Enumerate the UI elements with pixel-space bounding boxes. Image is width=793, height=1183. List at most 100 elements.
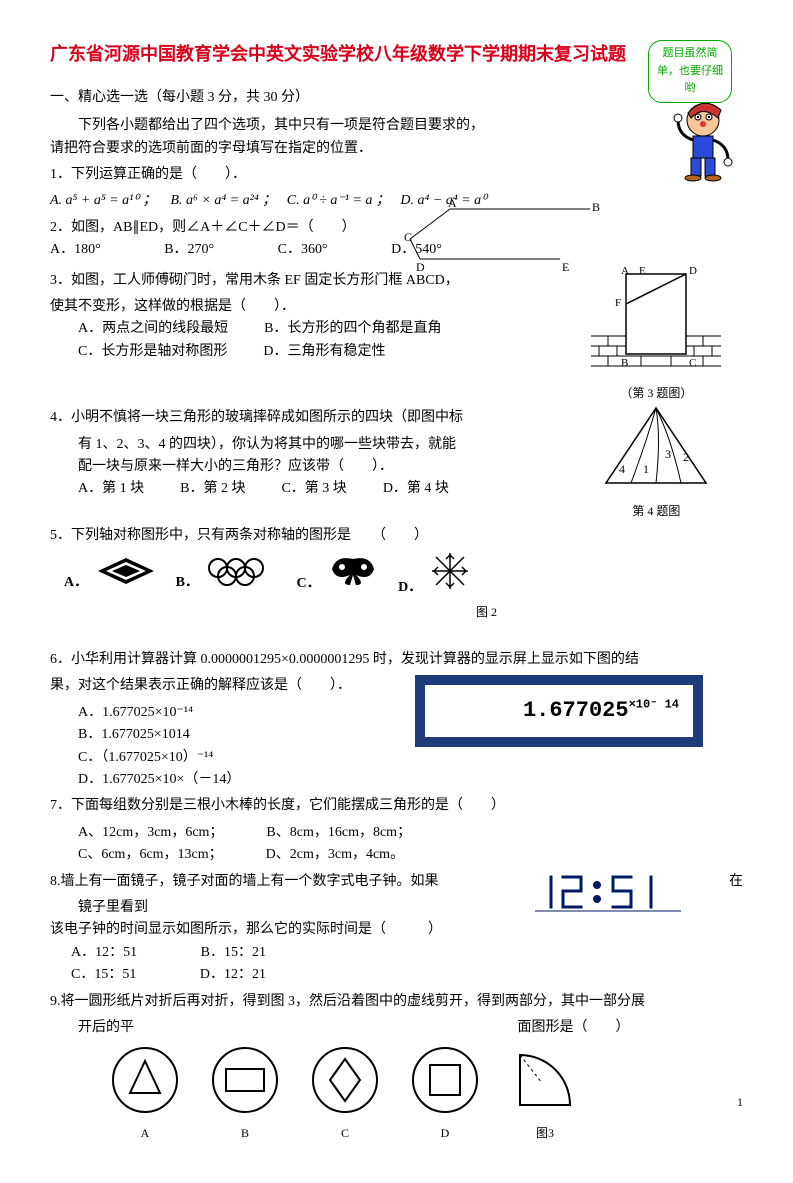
q4-options: A．第 1 块 B．第 2 块 C．第 3 块 D．第 4 块: [78, 478, 570, 500]
butterfly-icon: [328, 555, 378, 587]
q8-l1b: 在: [729, 871, 743, 893]
q9-fig-b: B: [210, 1045, 280, 1143]
question-1: 1．下列运算正确的是（ ）．: [50, 164, 743, 186]
q4-opt-c: C．第 3 块: [281, 478, 346, 500]
q4-opt-a: A．第 1 块: [78, 478, 144, 500]
digital-clock: [533, 871, 683, 930]
q1-opt-b: B. a⁶ × a⁴ = a²⁴ ；: [171, 193, 277, 208]
knot-icon: [96, 556, 156, 586]
question-3: 3．如图，工人师傅砌门时，常用木条 EF 固定长方形门框 ABCD，: [50, 270, 570, 292]
q8-opt-c: C．15：51: [71, 964, 136, 986]
q5-opt-a: A．: [64, 556, 156, 594]
q8-opt-b: B．15：21: [201, 942, 266, 964]
q2-text: 2．如图，AB∥ED，则∠A＋∠C＋∠D＝（ ）: [50, 217, 743, 239]
q5-opt-c: C．: [296, 555, 378, 595]
q8-options: A．12：51 B．15：21 C．15：51 D．12：21: [71, 942, 743, 987]
q7-options: A、12cm，3cm，6cm； B、8cm，16cm，8cm； C、6cm，6c…: [78, 822, 743, 867]
q4-caption: 第 4 题图: [570, 502, 743, 521]
q3-figure-wrap: A E D F B C （第 3 题图）: [570, 266, 743, 404]
q4-opt-b: B．第 2 块: [180, 478, 245, 500]
q8-opt-a: A．12：51: [71, 942, 137, 964]
svg-text:A: A: [448, 196, 457, 210]
svg-text:F: F: [615, 297, 621, 309]
question-5: 5．下列轴对称图形中，只有两条对称轴的图形是 （ ）: [50, 525, 743, 547]
svg-text:1: 1: [643, 462, 649, 476]
q9-l2b: 面图形是（ ）: [518, 1020, 630, 1035]
q3-options: A．两点之间的线段最短 B．长方形的四个角都是直角 C．长方形是轴对称图形 D．…: [78, 318, 570, 363]
q1-opt-c: C. a⁰ ÷ a⁻¹ = a ；: [287, 193, 390, 208]
question-3-row: 3．如图，工人师傅砌门时，常用木条 EF 固定长方形门框 ABCD， 使其不变形…: [50, 266, 743, 404]
calculator-display: 1.677025×10⁻ 14: [415, 675, 703, 746]
section-note2: 请把符合要求的选项前面的字母填写在指定的位置．: [50, 138, 743, 160]
page-content: 广东省河源中国教育学会中英文实验学校八年级数学下学期期末复习试题 题目虽然简单，…: [50, 40, 743, 1143]
svg-text:C: C: [404, 230, 412, 244]
q4-opt-d: D．第 4 块: [383, 478, 449, 500]
svg-text:E: E: [639, 265, 646, 277]
q9-fig-d: D: [410, 1045, 480, 1143]
section-heading: 一、精心选一选（每小题 3 分，共 30 分）: [50, 87, 743, 109]
q9-l2: 开后的平: [78, 1020, 134, 1035]
q6-l2: 果，对这个结果表示正确的解释应该是（ ）．: [50, 678, 351, 693]
question-2: 2．如图，AB∥ED，则∠A＋∠C＋∠D＝（ ） A．180° B．270° C…: [50, 217, 743, 262]
svg-text:B: B: [621, 357, 628, 369]
q8-opt-d: D．12：21: [200, 964, 266, 986]
q6-l1: 6．小华利用计算器计算 0.0000001295×0.0000001295 时，…: [50, 649, 743, 671]
q2-opt-a: A．180°: [50, 239, 101, 261]
q3-opt-b: B．长方形的四个角都是直角: [264, 318, 441, 340]
q5-options: A． B． C． D．: [64, 551, 743, 599]
page-number: 1: [737, 1093, 743, 1112]
svg-text:B: B: [592, 200, 600, 214]
calc-exp: ×10⁻ 14: [629, 698, 679, 712]
q3-caption: （第 3 题图）: [570, 384, 743, 403]
q9-figures: A B C D 图3: [110, 1045, 743, 1143]
q2-opt-c: C．360°: [278, 239, 328, 261]
question-7: 7．下面每组数分别是三根小木棒的长度，它们能摆成三角形的是（ ）: [50, 795, 743, 817]
q4-l2: 有 1、2、3、4 的四块），你认为将其中的哪一些块带去，就能: [78, 434, 570, 456]
q7-opt-c: C、6cm，6cm，13cm；: [78, 844, 223, 866]
q5-caption: 图 2: [230, 603, 743, 622]
q7-opt-a: A、12cm，3cm，6cm；: [78, 822, 223, 844]
q5-opt-b: B．: [176, 556, 277, 594]
svg-text:C: C: [689, 357, 696, 369]
q8-l1: 8.墙上有一面镜子，镜子对面的墙上有一个数字式电子钟。如果: [50, 874, 439, 889]
q3-text2: 使其不变形，这样做的根据是（ ）．: [50, 296, 570, 318]
q2-opt-b: B．270°: [164, 239, 214, 261]
q4-figure: 4 1 3 2: [601, 403, 711, 493]
q7-opt-b: B、8cm，16cm，8cm；: [266, 822, 411, 844]
q4-l1: 4．小明不慎将一块三角形的玻璃摔碎成如图所示的四块（即图中标: [50, 407, 570, 429]
q6-opt-c: C．（1.677025×10）⁻¹⁴: [78, 747, 743, 769]
q9-l1: 9.将一圆形纸片对折后再对折，得到图 3，然后沿着图中的虚线剪开，得到两部分，其…: [50, 991, 743, 1013]
q3-text: 3．如图，工人师傅砌门时，常用木条 EF 固定长方形门框 ABCD，: [50, 273, 459, 288]
q4-l3: 配一块与原来一样大小的三角形？应该带（ ）．: [78, 456, 570, 478]
snowflake-icon: [430, 551, 470, 591]
question-6-body: 果，对这个结果表示正确的解释应该是（ ）． 1.677025×10⁻ 14: [50, 675, 743, 697]
calc-main: 1.677025: [523, 698, 629, 723]
q2-figure: A B C D E: [410, 199, 610, 269]
q7-opt-d: D、2cm，3cm，4cm。: [266, 844, 404, 866]
doc-title: 广东省河源中国教育学会中英文实验学校八年级数学下学期期末复习试题: [50, 40, 743, 69]
q3-figure: A E D F B C: [591, 266, 721, 376]
rings-icon: [206, 556, 276, 586]
q2-options: A．180° B．270° C．360° D．540°: [50, 239, 743, 261]
svg-text:D: D: [689, 265, 697, 277]
q9-fig-3: 图3: [510, 1045, 580, 1143]
q9-fig-c: C: [310, 1045, 380, 1143]
q1-text: 1．下列运算正确的是（ ）．: [50, 164, 743, 186]
svg-text:4: 4: [619, 462, 625, 476]
svg-text:3: 3: [665, 447, 671, 461]
q3-opt-a: A．两点之间的线段最短: [78, 318, 228, 340]
question-4-row: 4．小明不慎将一块三角形的玻璃摔碎成如图所示的四块（即图中标 有 1、2、3、4…: [50, 403, 743, 521]
q6-opt-d: D．1.677025×10×（－14）: [78, 769, 743, 791]
q3-opt-d: D．三角形有稳定性: [263, 341, 385, 363]
q9-l2-wrap: 开后的平 面图形是（ ）: [78, 1017, 743, 1039]
q4-figure-wrap: 4 1 3 2 第 4 题图: [570, 403, 743, 521]
q9-fig-a: A: [110, 1045, 180, 1143]
q3-opt-c: C．长方形是轴对称图形: [78, 341, 227, 363]
mascot-figure: 题目虽然简单，也要仔细哟: [643, 50, 743, 180]
q1-opt-a: A. a⁵ + a⁵ = a¹⁰ ；: [50, 193, 157, 208]
q5-opt-d: D．: [398, 551, 470, 599]
thought-bubble: 题目虽然简单，也要仔细哟: [648, 40, 732, 103]
question-8: 8.墙上有一面镜子，镜子对面的墙上有一个数字式电子钟。如果: [50, 871, 743, 893]
svg-text:A: A: [621, 265, 629, 277]
svg-text:2: 2: [683, 450, 689, 464]
